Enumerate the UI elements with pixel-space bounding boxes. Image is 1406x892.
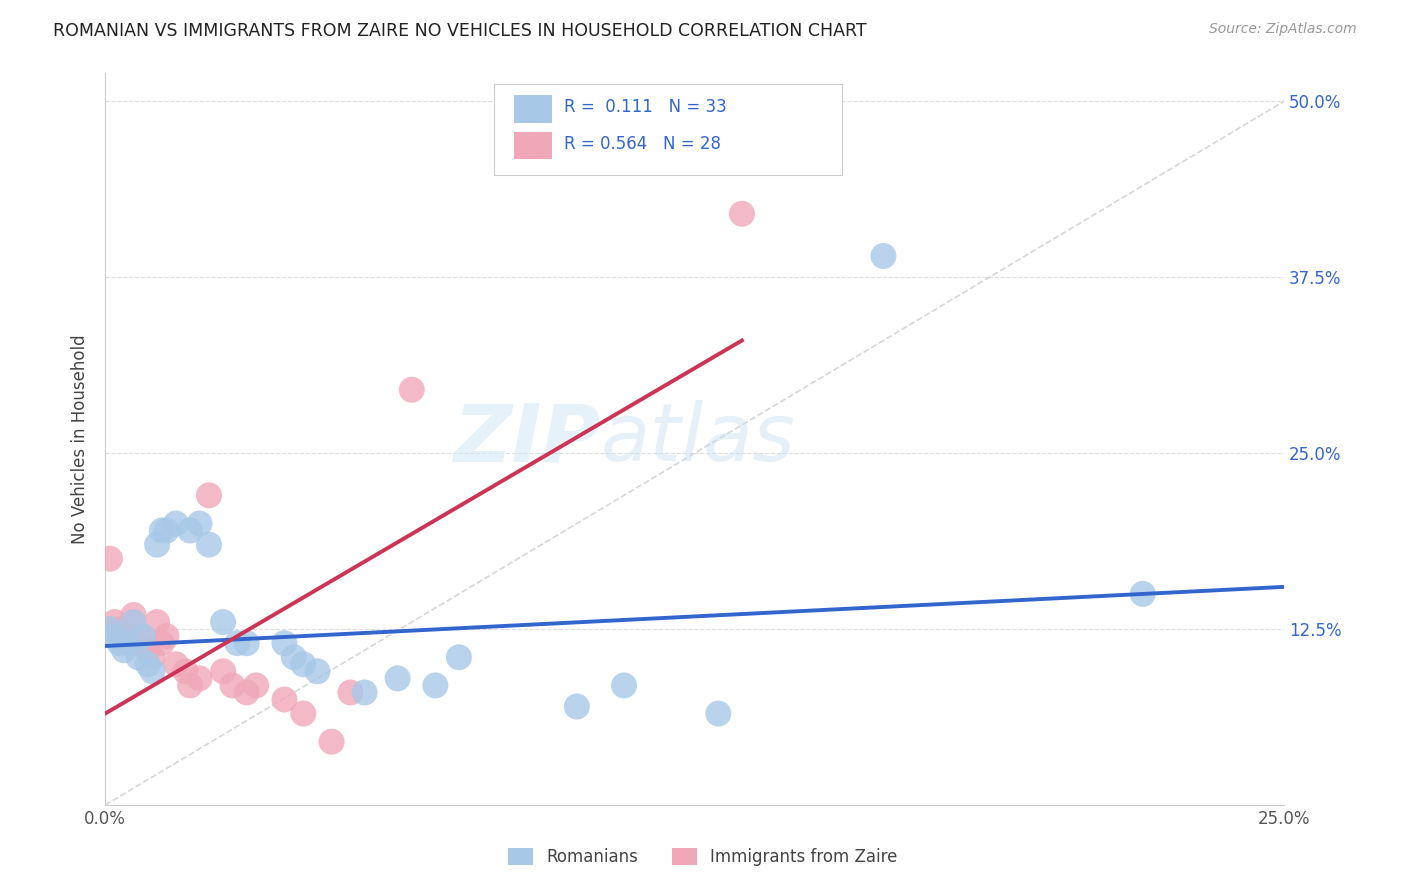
Text: R =  0.111   N = 33: R = 0.111 N = 33 [564, 98, 727, 116]
Point [235, 685, 257, 699]
Text: ZIP: ZIP [453, 400, 600, 478]
Point [108, 636, 131, 650]
Point [112, 643, 135, 657]
Point [104, 629, 127, 643]
Point [146, 538, 169, 552]
Point [613, 678, 636, 692]
Point [292, 657, 315, 672]
Point [141, 650, 163, 665]
Point [122, 615, 145, 629]
Point [401, 383, 423, 397]
FancyBboxPatch shape [495, 84, 842, 176]
Text: R = 0.564   N = 28: R = 0.564 N = 28 [564, 135, 721, 153]
Point [108, 622, 131, 636]
Point [141, 665, 163, 679]
FancyBboxPatch shape [515, 95, 553, 123]
Point [112, 629, 135, 643]
Y-axis label: No Vehicles in Household: No Vehicles in Household [72, 334, 89, 544]
Point [136, 657, 159, 672]
Point [198, 538, 221, 552]
Point [273, 692, 295, 706]
Point [146, 615, 169, 629]
Text: Source: ZipAtlas.com: Source: ZipAtlas.com [1209, 22, 1357, 37]
Point [118, 636, 141, 650]
Point [98, 622, 121, 636]
Point [104, 615, 127, 629]
Point [212, 665, 235, 679]
Point [155, 629, 177, 643]
Point [212, 615, 235, 629]
Point [872, 249, 894, 263]
Point [226, 636, 249, 650]
Point [179, 524, 201, 538]
Point [321, 735, 343, 749]
Point [98, 551, 121, 566]
Point [273, 636, 295, 650]
Point [150, 524, 173, 538]
Point [127, 650, 149, 665]
Point [447, 650, 470, 665]
Point [283, 650, 305, 665]
Point [387, 672, 409, 686]
Point [127, 629, 149, 643]
Point [165, 657, 187, 672]
Point [132, 636, 155, 650]
Point [353, 685, 375, 699]
Point [132, 629, 155, 643]
Point [165, 516, 187, 531]
Point [1132, 587, 1154, 601]
Point [179, 678, 201, 692]
Point [174, 665, 197, 679]
Point [118, 636, 141, 650]
Point [188, 672, 211, 686]
Point [155, 524, 177, 538]
Point [198, 488, 221, 502]
Point [235, 636, 257, 650]
Point [707, 706, 730, 721]
Point [221, 678, 243, 692]
Point [565, 699, 588, 714]
Point [122, 607, 145, 622]
Point [731, 207, 754, 221]
Point [136, 643, 159, 657]
Text: ROMANIAN VS IMMIGRANTS FROM ZAIRE NO VEHICLES IN HOUSEHOLD CORRELATION CHART: ROMANIAN VS IMMIGRANTS FROM ZAIRE NO VEH… [53, 22, 868, 40]
Legend: Romanians, Immigrants from Zaire: Romanians, Immigrants from Zaire [502, 841, 904, 873]
Point [188, 516, 211, 531]
FancyBboxPatch shape [515, 131, 553, 160]
Point [307, 665, 329, 679]
Point [292, 706, 315, 721]
Text: atlas: atlas [600, 400, 796, 478]
Point [245, 678, 267, 692]
Point [425, 678, 447, 692]
Point [150, 636, 173, 650]
Point [339, 685, 361, 699]
